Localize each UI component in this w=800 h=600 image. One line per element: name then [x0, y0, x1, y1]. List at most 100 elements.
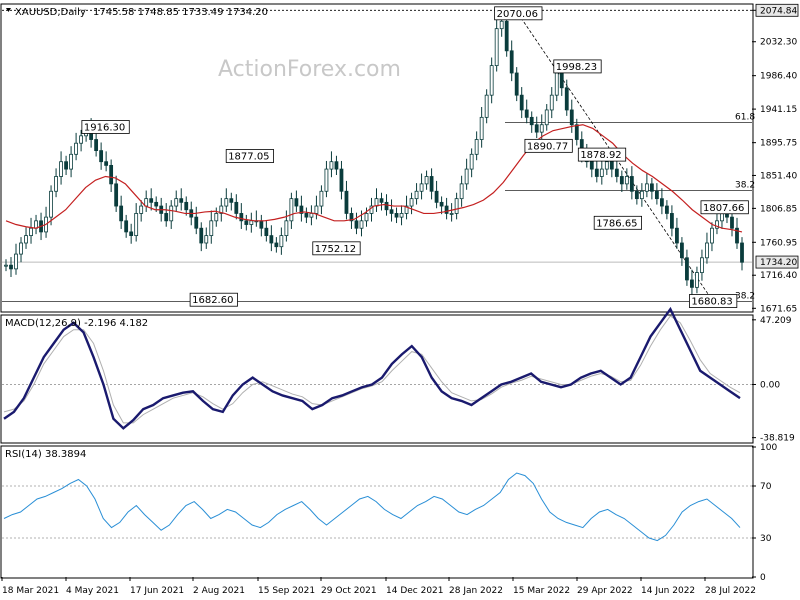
last-price-box [755, 255, 799, 269]
candle-body [134, 213, 139, 237]
annotation-box [700, 200, 749, 215]
candle-body [129, 231, 134, 237]
macd-tick-label: 47.209 [760, 316, 792, 326]
rsi-line [3, 472, 741, 542]
annotation-text: 1877.05 [228, 151, 269, 162]
candle-body [695, 272, 699, 288]
candle-body [164, 213, 169, 222]
price-annotation: 1680.83 [689, 294, 738, 308]
candle-body [594, 168, 599, 177]
candle-body [149, 198, 154, 203]
candle-body [324, 168, 329, 192]
annotation-text: 1682.60 [192, 295, 233, 306]
candle-body [389, 209, 394, 214]
high-price-text: 2074.84 [760, 6, 797, 16]
fib-level-label: 61.8 [735, 113, 755, 123]
symbol-header: XAUUSD,Daily 1745.58 1748.85 1733.49 173… [15, 7, 268, 18]
annotation-box [494, 6, 543, 21]
annotation-text: 1916.30 [84, 122, 125, 133]
candle-body [404, 205, 409, 214]
candle-body [730, 216, 734, 229]
candle-body [29, 227, 33, 237]
candle-body [244, 220, 249, 225]
last-price-tag: 1734.20 [755, 255, 799, 269]
annotation-box [189, 292, 238, 307]
candle-body [419, 183, 424, 192]
fib-level-label: 38.2 [735, 291, 755, 301]
candle-body [489, 65, 494, 96]
macd-layer: 47.209 0.00 -38.819 [2, 306, 795, 444]
annotation-box [553, 59, 602, 74]
candle-body [624, 176, 629, 185]
annotation-box [593, 215, 642, 230]
candle-body [654, 190, 659, 200]
candle-body [619, 176, 624, 185]
candle-body [179, 198, 184, 203]
candle-body [599, 168, 604, 177]
x-tick-label: 14 Jun 2022 [641, 586, 695, 596]
high-price-tag: 2074.84 [755, 3, 799, 17]
rsi-tick-label: 100 [760, 443, 777, 453]
rsi-tick-label: 0 [760, 573, 766, 583]
candle-body [589, 161, 594, 170]
candle-body [219, 205, 224, 214]
candle-body [339, 168, 344, 192]
rsi-panel-frame [0, 445, 754, 579]
candle-body [234, 201, 239, 214]
candle-body [675, 227, 679, 244]
candle-body [609, 161, 614, 170]
price-tick-label: 1716.40 [760, 271, 797, 281]
candle-body [49, 190, 53, 218]
candle-body [119, 205, 124, 222]
candle-body [685, 257, 689, 281]
candle-body [629, 176, 634, 192]
candle-body [529, 116, 534, 126]
candle-body [269, 235, 274, 244]
annotation-box [524, 138, 573, 153]
candle-body [59, 161, 63, 177]
candle-body [304, 213, 309, 218]
candle-body [329, 161, 334, 170]
fib-level-label: 38.2 [735, 181, 755, 191]
candle-body [735, 227, 739, 244]
candle-body [424, 176, 429, 185]
candle-body [214, 213, 219, 222]
annotation-text: 2070.06 [497, 9, 538, 20]
candle-body [114, 183, 119, 207]
x-tick-label: 17 Jun 2021 [130, 586, 184, 596]
collapse-triangle-icon[interactable] [6, 8, 11, 12]
candle-body [474, 139, 479, 155]
candle-body [279, 235, 284, 248]
candle-body [634, 190, 639, 200]
price-tick-label: 1895.75 [760, 139, 797, 149]
annotation-box [312, 241, 361, 256]
candle-body [204, 235, 209, 244]
candle-body [184, 201, 189, 211]
candle-body [549, 94, 554, 111]
candle-body [444, 205, 449, 214]
last-price-text: 1734.20 [760, 258, 797, 268]
candle-body [344, 190, 349, 214]
candle-body [670, 213, 674, 229]
candle-body [319, 190, 324, 207]
watermark-text: ActionForex.com [218, 57, 401, 82]
candle-body [74, 142, 78, 155]
candle-body [4, 264, 8, 267]
high-price-box [755, 3, 799, 17]
candle-body [514, 72, 519, 96]
candle-body [539, 124, 544, 133]
annotation-box [81, 120, 130, 134]
annotation-text: 1680.83 [691, 297, 732, 308]
candle-body [144, 198, 149, 207]
candle-body [705, 242, 709, 259]
candle-body [274, 242, 279, 248]
candle-body [434, 190, 439, 203]
candle-body [700, 257, 704, 273]
candle-body [194, 216, 199, 229]
annotation-text: 1752.12 [315, 244, 356, 255]
candle-body [309, 213, 314, 218]
price-layer: 2032.30 1986.40 1941.15 1895.75 1851.40 1806.… [2, 3, 799, 314]
candle-body [710, 227, 714, 244]
candle-body [740, 242, 744, 263]
macd-tick-label: -38.819 [760, 434, 795, 444]
